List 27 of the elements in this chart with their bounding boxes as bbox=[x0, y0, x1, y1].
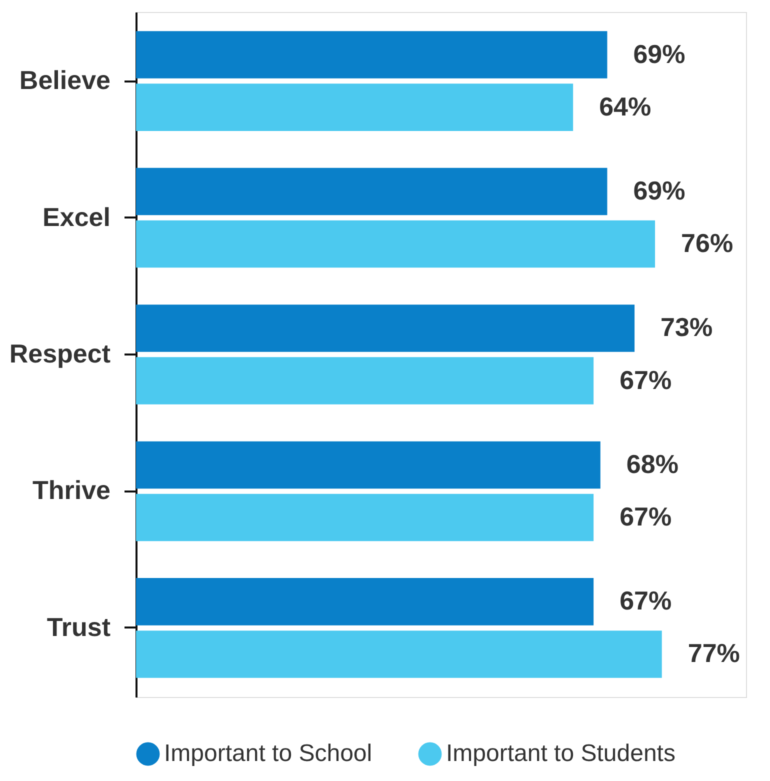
bar bbox=[136, 84, 574, 131]
bar bbox=[136, 304, 635, 352]
bar bbox=[136, 441, 600, 489]
bar bbox=[136, 357, 594, 404]
legend-label: Important to Students bbox=[446, 740, 676, 767]
y-tick-label: Trust bbox=[46, 612, 111, 642]
data-label: 67% bbox=[620, 364, 672, 395]
data-label: 68% bbox=[626, 448, 678, 479]
y-tick-label: Excel bbox=[42, 202, 110, 232]
data-label: 69% bbox=[633, 38, 686, 69]
bar bbox=[136, 31, 608, 78]
data-label: 69% bbox=[633, 176, 686, 206]
bar bbox=[136, 630, 662, 678]
data-label: 73% bbox=[660, 312, 713, 342]
data-label: 64% bbox=[599, 91, 652, 122]
bar bbox=[136, 494, 594, 542]
y-tick-label: Thrive bbox=[32, 475, 110, 506]
bar bbox=[136, 220, 656, 268]
data-label: 67% bbox=[620, 501, 672, 532]
bar bbox=[136, 168, 608, 216]
data-label: 77% bbox=[688, 638, 740, 668]
bar bbox=[136, 578, 594, 626]
data-label: 67% bbox=[620, 586, 672, 616]
y-tick-label: Respect bbox=[9, 338, 111, 368]
data-label: 76% bbox=[681, 228, 734, 258]
legend-label: Important to School bbox=[164, 740, 372, 767]
y-tick-label: Believe bbox=[19, 65, 110, 96]
